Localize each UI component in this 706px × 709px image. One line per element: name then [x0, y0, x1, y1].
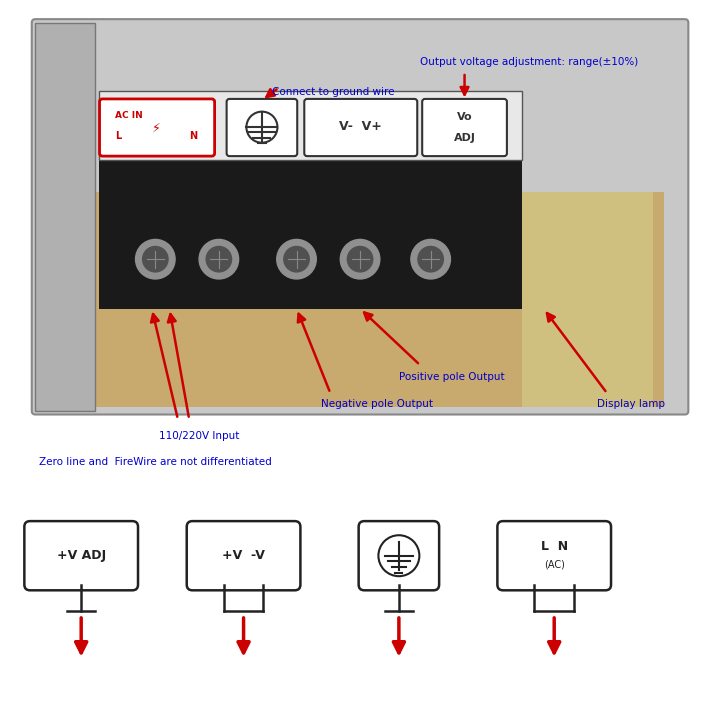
FancyBboxPatch shape	[100, 99, 215, 156]
Circle shape	[347, 247, 373, 272]
Text: +V  -V: +V -V	[222, 549, 265, 562]
Text: +V ADJ: +V ADJ	[56, 549, 106, 562]
FancyBboxPatch shape	[522, 192, 653, 408]
FancyBboxPatch shape	[99, 91, 522, 160]
Circle shape	[199, 240, 239, 279]
FancyBboxPatch shape	[497, 521, 611, 591]
Text: L  N: L N	[541, 540, 568, 553]
Text: ⚡: ⚡	[152, 122, 161, 135]
FancyBboxPatch shape	[422, 99, 507, 156]
Circle shape	[411, 240, 450, 279]
Text: N: N	[189, 130, 198, 140]
FancyBboxPatch shape	[304, 99, 417, 156]
FancyBboxPatch shape	[32, 19, 688, 415]
FancyBboxPatch shape	[99, 157, 522, 308]
FancyBboxPatch shape	[64, 192, 664, 408]
FancyBboxPatch shape	[25, 521, 138, 591]
Circle shape	[284, 247, 309, 272]
Text: L: L	[115, 130, 121, 140]
Circle shape	[418, 247, 443, 272]
Text: Connect to ground wire: Connect to ground wire	[272, 87, 395, 97]
Circle shape	[143, 247, 168, 272]
Circle shape	[277, 240, 316, 279]
Text: Vo: Vo	[457, 112, 472, 122]
Text: Display lamp: Display lamp	[597, 399, 664, 409]
FancyBboxPatch shape	[35, 23, 95, 411]
Text: Output voltage adjustment: range(±10%): Output voltage adjustment: range(±10%)	[420, 57, 638, 67]
Text: 110/220V Input: 110/220V Input	[159, 430, 239, 441]
Circle shape	[206, 247, 232, 272]
Text: (AC): (AC)	[544, 559, 565, 569]
Ellipse shape	[378, 535, 419, 576]
Text: Negative pole Output: Negative pole Output	[321, 399, 433, 409]
Text: ADJ: ADJ	[454, 133, 475, 143]
Circle shape	[136, 240, 175, 279]
Text: V-  V+: V- V+	[340, 120, 382, 133]
FancyBboxPatch shape	[227, 99, 297, 156]
Text: Zero line and  FireWire are not differentiated: Zero line and FireWire are not different…	[39, 457, 272, 467]
Text: Positive pole Output: Positive pole Output	[399, 372, 505, 382]
Circle shape	[340, 240, 380, 279]
FancyBboxPatch shape	[359, 521, 439, 591]
Text: AC IN: AC IN	[115, 111, 143, 121]
Circle shape	[246, 111, 277, 143]
FancyBboxPatch shape	[186, 521, 301, 591]
